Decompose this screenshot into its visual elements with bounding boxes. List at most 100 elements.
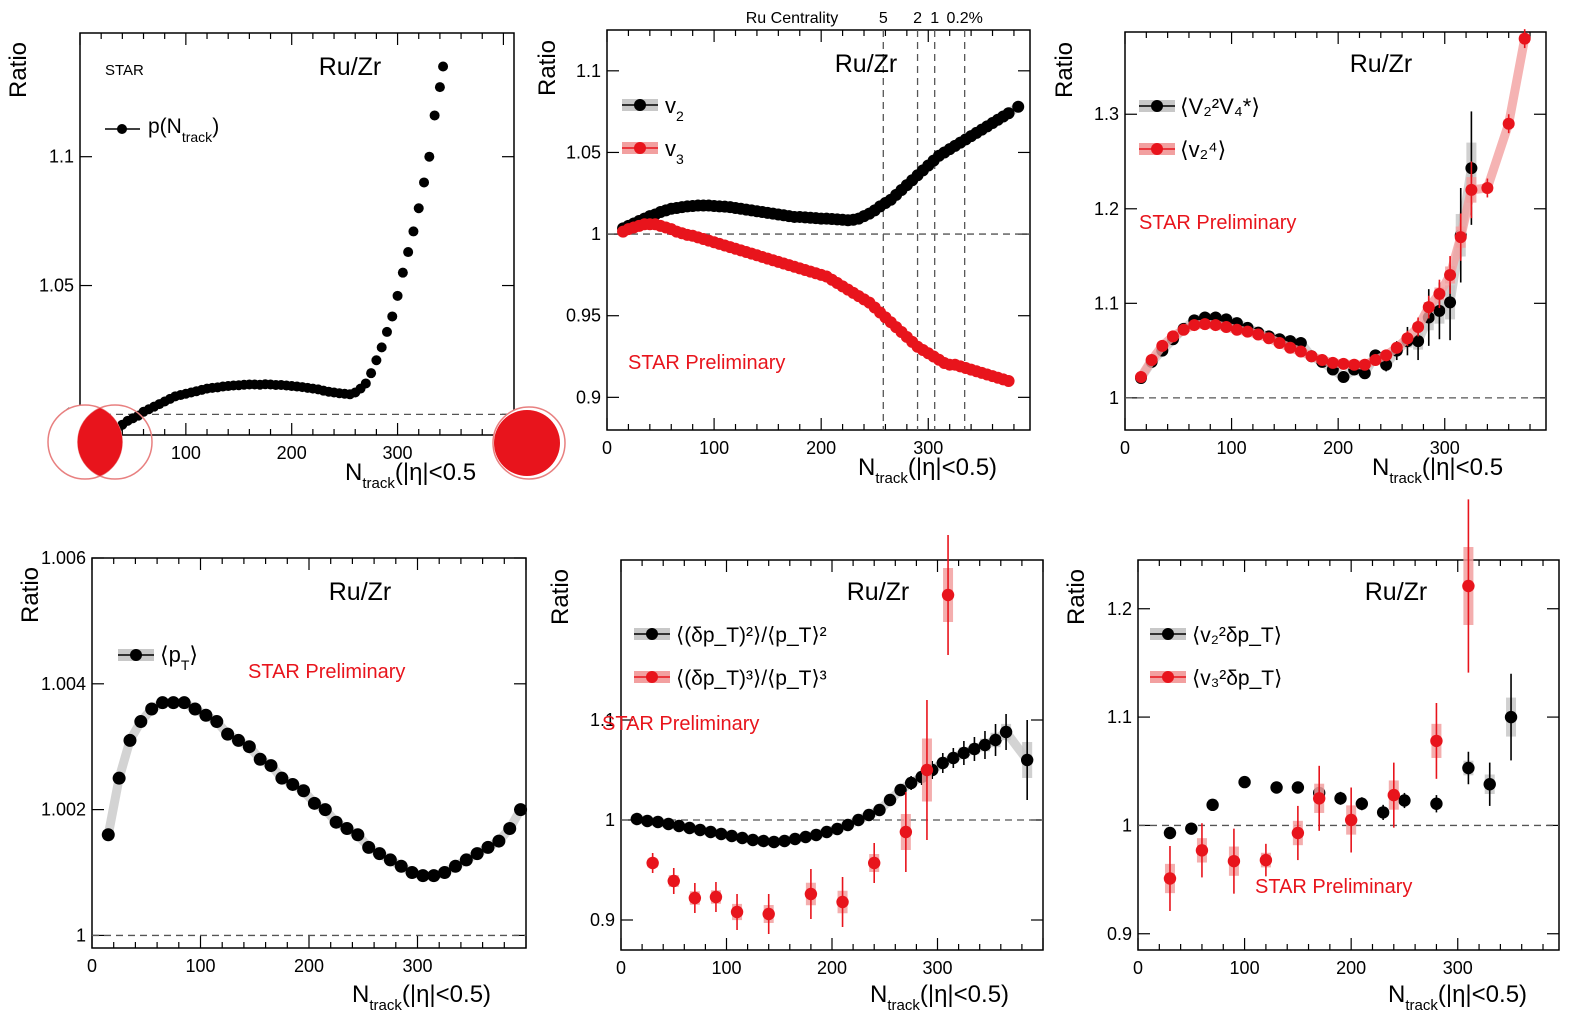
data-point <box>831 822 844 836</box>
data-point <box>920 763 934 777</box>
data-point <box>999 725 1013 739</box>
x-label-sub: track <box>875 470 908 487</box>
data-point <box>438 866 452 880</box>
data-point <box>736 831 749 845</box>
data-point <box>1294 345 1307 358</box>
data-point <box>424 151 435 162</box>
data-point <box>1380 349 1393 362</box>
data-point <box>1291 826 1305 840</box>
legend-dpt: ⟨(δp_T)²⟩/⟨p_T⟩² ⟨(δp_T)³⟩/⟨p_T⟩³ <box>634 624 827 690</box>
data-point <box>1273 337 1286 350</box>
data-point <box>778 834 791 848</box>
data-point <box>693 823 707 837</box>
data-point <box>904 776 918 790</box>
panel-title: Ru/Zr <box>835 50 898 78</box>
data-point <box>416 869 430 883</box>
data-point <box>746 833 760 847</box>
data-point <box>1291 781 1305 794</box>
x-tick-label: 100 <box>171 443 201 463</box>
data-point <box>1252 328 1265 341</box>
legend-v2v4: ⟨V₂²V₄*⟩ ⟨v₂⁴⟩ <box>1139 94 1260 162</box>
data-point <box>1262 332 1275 345</box>
data-point <box>968 742 981 756</box>
centrality-label: 5 <box>879 10 888 27</box>
data-point <box>1344 813 1358 827</box>
data-point <box>1398 794 1411 807</box>
legend-marker <box>117 124 127 134</box>
data-point <box>307 796 321 810</box>
data-point <box>941 588 955 602</box>
data-point <box>989 733 1002 747</box>
legend-label-dpt2: ⟨(δp_T)²⟩/⟨p_T⟩² <box>676 624 827 647</box>
data-point <box>1502 117 1515 130</box>
data-point <box>957 746 971 760</box>
data-point <box>630 812 644 826</box>
data-point <box>177 696 191 710</box>
data-point <box>286 777 300 791</box>
y-axis-label: Ratio <box>17 567 44 623</box>
data-point <box>503 821 517 835</box>
star-preliminary: STAR Preliminary <box>602 713 759 735</box>
x-label-tail: (|η|<0.5) <box>908 454 997 481</box>
data-point <box>757 834 770 848</box>
legend-label-v2: v2 <box>665 93 684 124</box>
data-point <box>427 869 441 883</box>
legend-label-v24: ⟨v₂⁴⟩ <box>1180 137 1226 162</box>
data-point <box>394 859 408 873</box>
x-label-main: N <box>352 981 369 1008</box>
data-point <box>101 828 115 842</box>
x-axis-label: Ntrack(|η|<0.5) <box>1388 981 1527 1014</box>
x-label-main: N <box>870 981 887 1008</box>
data-point <box>978 738 992 752</box>
x-tick-label: 200 <box>294 956 324 976</box>
data-point <box>1465 183 1478 196</box>
data-point <box>1462 579 1475 593</box>
data-point <box>1433 287 1446 300</box>
legend-p-ntrack: p(Ntrack) <box>105 115 219 145</box>
y-tick-label: 1 <box>1109 388 1119 408</box>
legend-tail: ⟩ <box>189 642 198 667</box>
legend-marker-v3dpt <box>1162 671 1174 683</box>
x-tick-label: 0 <box>616 958 626 978</box>
x-tick-label: 100 <box>1217 438 1247 458</box>
legend-label-v2v4: ⟨V₂²V₄*⟩ <box>1180 94 1260 119</box>
x-tick-label: 200 <box>806 438 836 458</box>
data-point <box>788 832 802 846</box>
data-point <box>1206 798 1219 812</box>
x-label-sub: track <box>369 997 402 1014</box>
x-tick-label: 300 <box>1430 438 1460 458</box>
panel-title: Ru/Zr <box>1350 50 1413 78</box>
data-point <box>253 752 267 766</box>
y-axis-label: Ratio <box>547 569 574 625</box>
y-tick-label: 1.2 <box>1094 199 1119 219</box>
x-tick-label: 300 <box>922 958 952 978</box>
data-point <box>1259 853 1273 867</box>
y-tick-label: 1.05 <box>39 276 74 296</box>
collision-sketch-peripheral <box>47 404 153 480</box>
data-point <box>188 702 202 716</box>
legend-marker-v2 <box>634 99 646 111</box>
x-axis-label: Ntrack(|η|<0.5) <box>858 454 997 487</box>
x-tick-label: 300 <box>402 956 432 976</box>
data-point <box>799 830 812 844</box>
data-point <box>1305 350 1318 363</box>
plot-frame <box>1124 31 1547 431</box>
data-point <box>1020 753 1034 767</box>
data-point <box>275 771 289 785</box>
data-point <box>1430 797 1443 810</box>
data-point <box>156 696 170 710</box>
data-point <box>852 813 865 827</box>
data-point <box>264 759 278 773</box>
data-point <box>1504 710 1518 724</box>
data-point <box>1348 358 1361 371</box>
x-label-sub: track <box>1405 997 1438 1014</box>
data-point <box>366 368 377 379</box>
data-point <box>646 856 659 870</box>
data-point <box>403 247 414 258</box>
x-tick-label: 100 <box>185 956 215 976</box>
x-label-main: N <box>345 459 362 486</box>
y-tick-label: 0.95 <box>566 306 601 326</box>
data-point <box>242 740 256 754</box>
